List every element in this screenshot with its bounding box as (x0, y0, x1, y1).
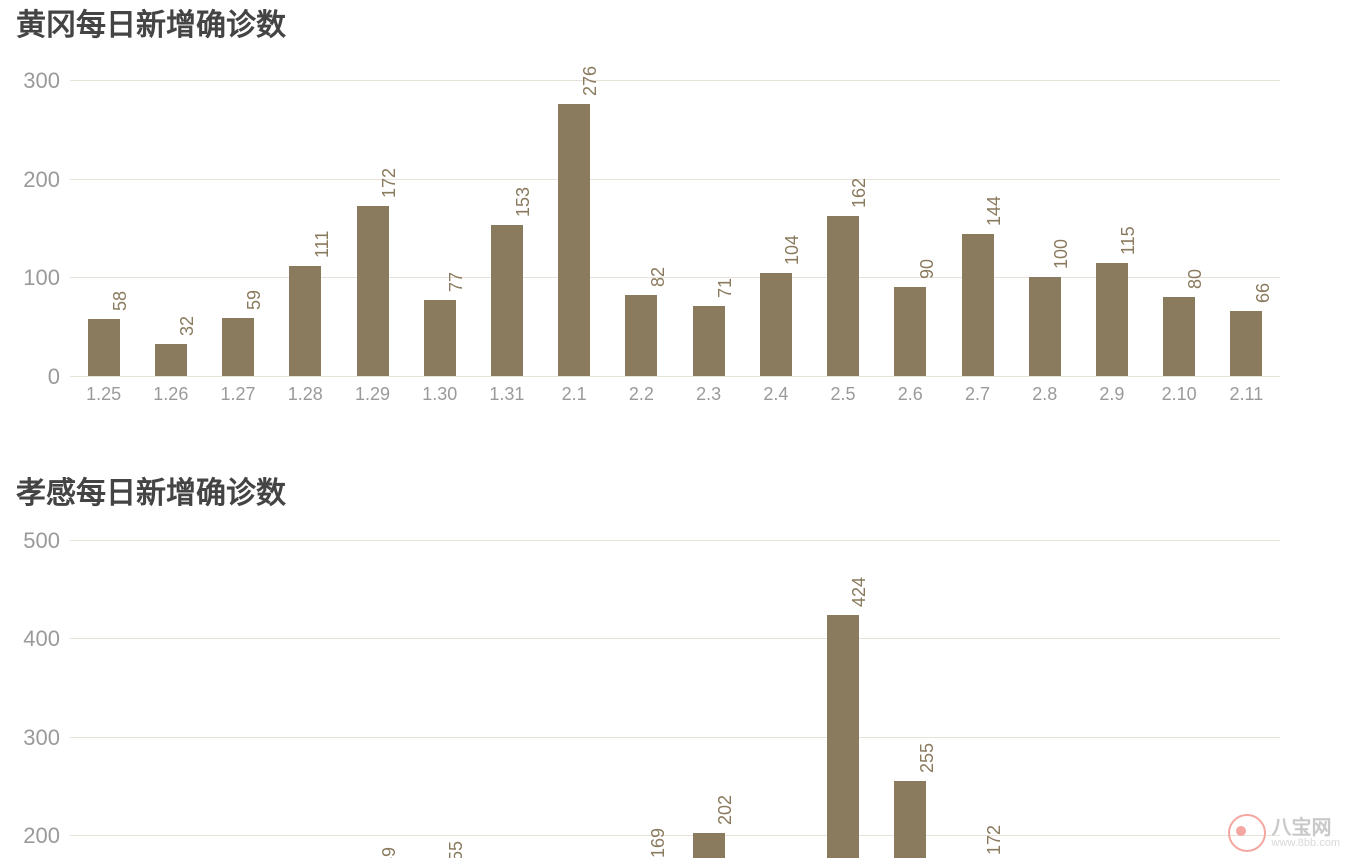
huanggang-bar-value-label: 153 (513, 187, 534, 217)
xiaogan-bar-value-label: 155 (446, 841, 467, 858)
watermark-main: 八宝网 (1272, 818, 1340, 838)
huanggang-xtick-label: 1.25 (74, 384, 134, 405)
huanggang-bar (558, 104, 590, 376)
huanggang-bar-value-label: 104 (782, 235, 803, 265)
huanggang-bar-value-label: 66 (1253, 283, 1274, 303)
watermark-text: 八宝网 www.8bb.com (1272, 818, 1340, 849)
huanggang-bar (88, 319, 120, 376)
xiaogan-bar-value-label: 255 (917, 743, 938, 773)
huanggang-bar (693, 306, 725, 376)
huanggang-bar-value-label: 82 (648, 267, 669, 287)
xiaogan-chart-title: 孝感每日新增确诊数 (16, 468, 286, 512)
huanggang-xtick-label: 1.29 (343, 384, 403, 405)
huanggang-bar-value-label: 77 (446, 272, 467, 292)
huanggang-xtick-label: 2.4 (746, 384, 806, 405)
huanggang-bar (1096, 263, 1128, 376)
huanggang-bar-value-label: 71 (715, 278, 736, 298)
huanggang-bar-value-label: 59 (244, 290, 265, 310)
huanggang-bar (1230, 311, 1262, 376)
huanggang-ytick-label: 200 (10, 167, 60, 193)
huanggang-xtick-label: 2.2 (611, 384, 671, 405)
huanggang-xtick-label: 1.28 (275, 384, 335, 405)
huanggang-bar-value-label: 162 (849, 178, 870, 208)
huanggang-xtick-label: 2.5 (813, 384, 873, 405)
huanggang-bar-value-label: 32 (177, 316, 198, 336)
huanggang-bar-value-label: 100 (1051, 239, 1072, 269)
huanggang-xtick-label: 2.7 (948, 384, 1008, 405)
huanggang-bar (625, 295, 657, 376)
xiaogan-ytick-label: 400 (10, 626, 60, 652)
huanggang-bar (155, 344, 187, 376)
xiaogan-bar-value-label: 424 (849, 577, 870, 607)
huanggang-xtick-label: 2.1 (544, 384, 604, 405)
xiaogan-bar-value-label: 169 (648, 828, 669, 858)
xiaogan-bar (827, 615, 859, 858)
huanggang-bar (222, 318, 254, 376)
huanggang-bar-value-label: 58 (110, 291, 131, 311)
huanggang-plot-area: 0100200300581.25321.26591.271111.281721.… (70, 80, 1280, 376)
huanggang-bar (962, 234, 994, 376)
huanggang-xtick-label: 2.10 (1149, 384, 1209, 405)
xiaogan-ytick-label: 300 (10, 725, 60, 751)
huanggang-bar (1163, 297, 1195, 376)
huanggang-bar (894, 287, 926, 376)
xiaogan-bar-value-label: 172 (984, 825, 1005, 855)
huanggang-xtick-label: 2.3 (679, 384, 739, 405)
huanggang-bar-value-label: 111 (312, 231, 333, 258)
huanggang-gridline (70, 80, 1280, 81)
huanggang-bar (357, 206, 389, 376)
xiaogan-gridline (70, 638, 1280, 639)
huanggang-bar-value-label: 144 (984, 196, 1005, 226)
huanggang-chart-title: 黄冈每日新增确诊数 (16, 0, 286, 44)
huanggang-bar (827, 216, 859, 376)
huanggang-xtick-label: 2.9 (1082, 384, 1142, 405)
huanggang-bar-value-label: 90 (917, 259, 938, 279)
huanggang-ytick-label: 100 (10, 265, 60, 291)
xiaogan-ytick-label: 200 (10, 823, 60, 849)
xiaogan-ytick-label: 500 (10, 528, 60, 554)
huanggang-xtick-label: 2.11 (1216, 384, 1276, 405)
huanggang-xtick-label: 1.30 (410, 384, 470, 405)
watermark: 八宝网 www.8bb.com (1228, 814, 1340, 852)
huanggang-bar (491, 225, 523, 376)
huanggang-xtick-label: 2.6 (880, 384, 940, 405)
huanggang-xtick-label: 1.31 (477, 384, 537, 405)
huanggang-xtick-label: 1.27 (208, 384, 268, 405)
watermark-sub: www.8bb.com (1272, 838, 1340, 849)
huanggang-xtick-label: 1.26 (141, 384, 201, 405)
xiaogan-gridline (70, 540, 1280, 541)
watermark-logo-icon (1228, 814, 1266, 852)
huanggang-bar-value-label: 172 (379, 168, 400, 198)
huanggang-bar (1029, 277, 1061, 376)
huanggang-bar (760, 273, 792, 376)
huanggang-bar (424, 300, 456, 376)
huanggang-gridline (70, 376, 1280, 377)
xiaogan-bar (693, 833, 725, 858)
xiaogan-plot-area: 0100200300400500261.25551.26481.271011.2… (70, 540, 1280, 858)
huanggang-xtick-label: 2.8 (1015, 384, 1075, 405)
xiaogan-bar (894, 781, 926, 858)
huanggang-ytick-label: 300 (10, 68, 60, 94)
xiaogan-gridline (70, 737, 1280, 738)
xiaogan-bar-value-label: 149 (379, 847, 400, 858)
xiaogan-gridline (70, 835, 1280, 836)
xiaogan-bar-value-label: 202 (715, 795, 736, 825)
huanggang-bar-value-label: 115 (1118, 226, 1139, 255)
huanggang-bar-value-label: 276 (580, 66, 601, 96)
huanggang-bar (289, 266, 321, 376)
huanggang-bar-value-label: 80 (1185, 269, 1206, 289)
huanggang-gridline (70, 179, 1280, 180)
huanggang-ytick-label: 0 (10, 364, 60, 390)
